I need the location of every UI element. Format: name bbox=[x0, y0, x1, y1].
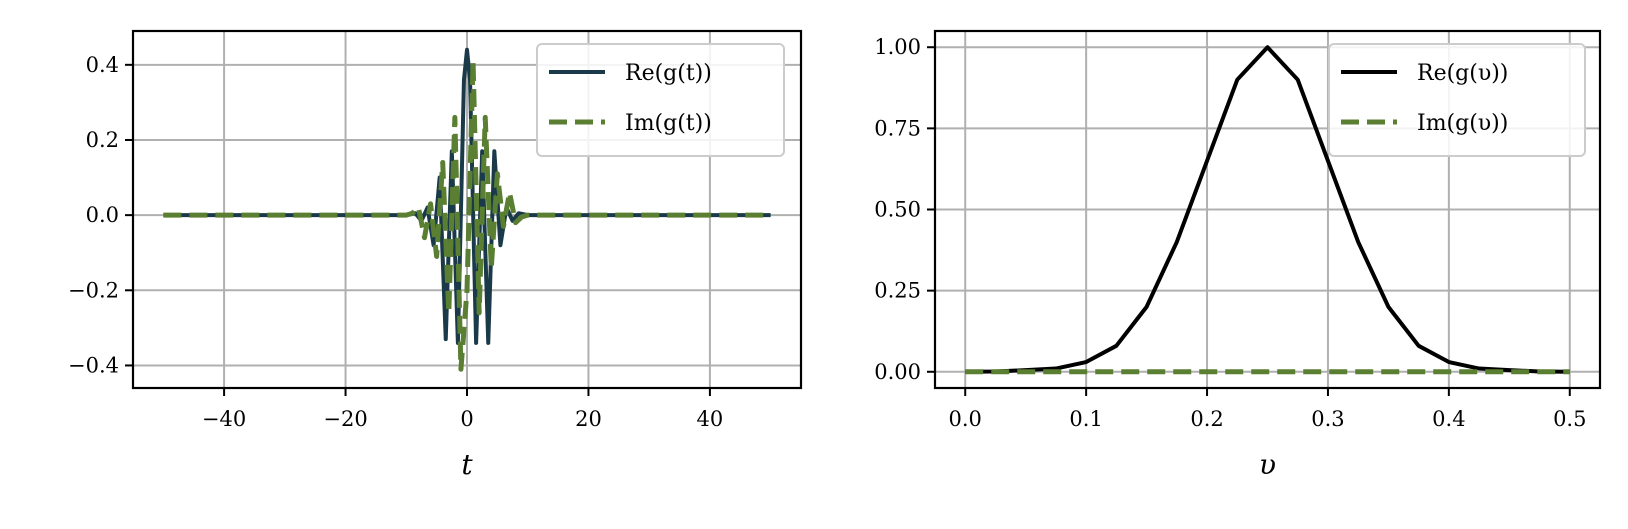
x-tick-label: 0.1 bbox=[1069, 407, 1102, 431]
y-axis: −0.4 −0.2 0.0 0.2 0.4 bbox=[68, 53, 133, 377]
x-tick-label: 20 bbox=[575, 407, 602, 431]
y-tick-label: −0.4 bbox=[68, 353, 119, 377]
y-axis: 0.00 0.25 0.50 0.75 1.00 bbox=[874, 35, 935, 384]
y-tick-label: 0.4 bbox=[86, 53, 119, 77]
legend-label-0: Re(g(υ)) bbox=[1417, 61, 1508, 86]
x-tick-label: −40 bbox=[202, 407, 246, 431]
x-axis-label: t bbox=[461, 448, 473, 481]
grid bbox=[935, 31, 1600, 388]
x-axis: −40 −20 0 20 40 bbox=[202, 388, 723, 431]
y-tick-label: 0.25 bbox=[874, 279, 921, 303]
series-line-1 bbox=[163, 58, 771, 372]
y-tick-label: 0.00 bbox=[874, 360, 921, 384]
y-tick-label: 0.0 bbox=[86, 203, 119, 227]
legend-label-1: Im(g(υ)) bbox=[1417, 111, 1508, 136]
x-tick-label: 0.4 bbox=[1432, 407, 1465, 431]
legend: Re(g(t)) Im(g(t)) bbox=[536, 43, 785, 157]
x-tick-label: 40 bbox=[697, 407, 724, 431]
legend-label-1: Im(g(t)) bbox=[625, 111, 712, 136]
panel-time-domain: −40 −20 0 20 40 −0.4 −0.2 0.0 0.2 0.4 t Re(g(t)) Im(… bbox=[68, 29, 803, 481]
series-group bbox=[965, 45, 1570, 375]
x-tick-label: 0 bbox=[460, 407, 473, 431]
x-axis-label: υ bbox=[1259, 448, 1276, 481]
legend: Re(g(υ)) Im(g(υ)) bbox=[1328, 43, 1586, 157]
y-tick-label: 0.50 bbox=[874, 198, 921, 222]
x-axis: 0.0 0.1 0.2 0.3 0.4 0.5 bbox=[949, 388, 1586, 431]
y-tick-label: 1.00 bbox=[874, 35, 921, 59]
x-tick-label: 0.2 bbox=[1190, 407, 1223, 431]
y-tick-label: −0.2 bbox=[68, 278, 119, 302]
x-tick-label: −20 bbox=[323, 407, 367, 431]
y-tick-label: 0.2 bbox=[86, 128, 119, 152]
series-line-0 bbox=[965, 45, 1570, 374]
legend-label-0: Re(g(t)) bbox=[625, 61, 712, 86]
panel-frequency-domain: 0.0 0.1 0.2 0.3 0.4 0.5 0.00 0.25 0.50 0.75 1.00 υ R… bbox=[874, 29, 1602, 481]
x-tick-label: 0.0 bbox=[949, 407, 982, 431]
y-tick-label: 0.75 bbox=[874, 116, 921, 140]
x-tick-label: 0.5 bbox=[1553, 407, 1586, 431]
series-group bbox=[163, 47, 771, 372]
x-tick-label: 0.3 bbox=[1311, 407, 1344, 431]
